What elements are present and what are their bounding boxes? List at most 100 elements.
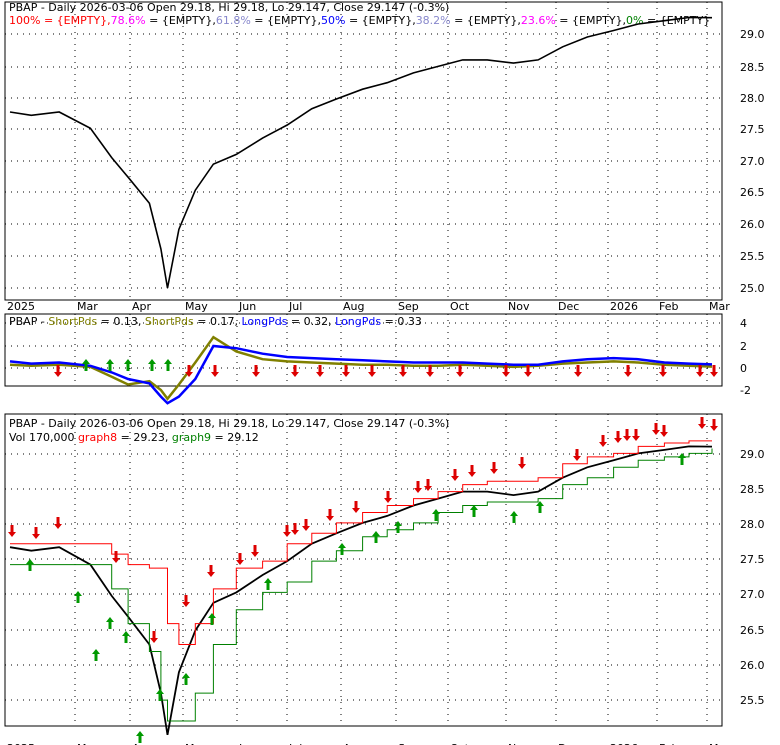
y-tick-label: 28.0 [740,92,765,105]
buy-signal-arrow [122,631,130,643]
y-tick-label: 28.5 [740,61,765,74]
buy-signal-arrow [26,559,34,571]
sell-signal-arrow [599,435,607,447]
x-tick-label: Feb [659,300,678,313]
sell-signal-arrow [426,365,434,377]
sell-signal-arrow [54,517,62,529]
panel-frame [4,1,723,301]
y-tick-label: 0 [740,362,747,375]
sell-signal-arrow [456,365,464,377]
panel1-legend: 100% = {EMPTY},78.6% = {EMPTY},61.8% = {… [9,14,710,27]
sell-signal-arrow [8,525,16,537]
sell-signal-arrow [32,527,40,539]
buy-signal-arrow [156,689,164,701]
sell-signal-arrow [207,565,215,577]
buy-signal-arrow [338,543,346,555]
y-tick-label: 26.5 [740,186,765,199]
x-tick-label: Jul [288,300,302,313]
buy-signal-arrow [372,531,380,543]
y-tick-label: 29.0 [740,28,765,41]
sell-signal-arrow [614,431,622,443]
y-tick-label: 27.0 [740,588,765,601]
long-pds-line [9,344,713,405]
x-tick-label: 2026 [610,742,638,745]
x-tick-label: Mar [709,300,730,313]
sell-signal-arrow [185,365,193,377]
sell-signal-arrow [518,457,526,469]
sell-signal-arrow [211,365,219,377]
x-tick-label: 2025 [7,300,35,313]
sell-signal-arrow [502,365,510,377]
x-tick-label: Mar [709,742,730,745]
sell-signal-arrow [352,501,360,513]
x-tick-label: Apr [132,742,152,745]
x-tick-label: Jun [238,742,256,745]
buy-signal-arrow [92,649,100,661]
x-tick-label: 2026 [610,300,638,313]
y-tick-label: 26.0 [740,218,765,231]
x-tick-label: 2025 [7,742,35,745]
buy-signal-arrow [470,505,478,517]
sell-signal-arrow [424,479,432,491]
buy-signal-arrow [106,617,114,629]
x-tick-label: Nov [508,300,530,313]
sell-signal-arrow [652,423,660,435]
sell-signal-arrow [399,365,407,377]
sell-signal-arrow [236,553,244,565]
sell-signal-arrow [623,429,631,441]
sell-signal-arrow [316,365,324,377]
x-tick-label: Jul [288,742,302,745]
buy-signal-arrow [432,509,440,521]
upper-band-line [10,440,712,645]
y-tick-label: 28.0 [740,518,765,531]
buy-signal-arrow [510,511,518,523]
sell-signal-arrow [150,631,158,643]
y-tick-label: 25.0 [740,282,765,295]
sell-signal-arrow [291,523,299,535]
x-tick-label: Oct [450,300,470,313]
buy-signal-arrow [136,731,144,743]
sell-signal-arrow [659,365,667,377]
y-tick-label: 26.0 [740,659,765,672]
x-tick-label: Aug [343,300,364,313]
x-tick-label: Sep [398,300,419,313]
panel3-title: PBAP - Daily 2026-03-06 Open 29.18, Hi 2… [9,417,449,430]
y-tick-label: 27.5 [740,123,765,136]
sell-signal-arrow [182,595,190,607]
y-tick-label: -2 [740,384,751,397]
price-fib-panel: 29.0 28.5 28.0 27.5 27.0 26.5 26.0 25.5 25.0 2025… [4,1,765,313]
x-tick-label: Nov [508,742,530,745]
buy-signal-arrow [182,673,190,685]
oscillator-panel: 4 2 0 -2 PBAP - ShortPds = 0.13, ShortPds = … [4,313,751,405]
sell-signal-arrow [414,481,422,493]
y-tick-label: 26.5 [740,624,765,637]
y-tick-label: 28.5 [740,483,765,496]
x-tick-label: Apr [132,300,152,313]
sell-signal-arrow [326,509,334,521]
x-tick-label: May [185,742,208,745]
price-series-line [9,16,713,289]
buy-signal-arrow [148,359,156,371]
y-tick-label: 25.5 [740,250,765,263]
sell-signal-arrow [660,425,668,437]
sell-signal-arrow [112,551,120,563]
buy-signal-arrow [124,359,132,371]
buy-signal-arrow [82,359,90,371]
x-tick-label: Feb [659,742,678,745]
sell-signal-arrow [468,465,476,477]
x-tick-label: Sep [398,742,419,745]
buy-signal-arrow [394,521,402,533]
panel2-title: PBAP - ShortPds = 0.13, ShortPds = 0.17,… [9,315,422,328]
sell-signal-arrow [624,365,632,377]
buy-signal-arrow [106,359,114,371]
x-tick-label: Oct [450,742,470,745]
panel3-legend: Vol 170,000 graph8 = 29.23, graph9 = 29.… [9,431,259,444]
sell-signal-arrow [251,545,259,557]
y-tick-label: 27.5 [740,553,765,566]
x-tick-label: Dec [558,300,579,313]
short-pds-line [9,335,713,401]
x-tick-label: Dec [558,742,579,745]
sell-signal-arrow [524,365,532,377]
sell-signal-arrow [384,491,392,503]
